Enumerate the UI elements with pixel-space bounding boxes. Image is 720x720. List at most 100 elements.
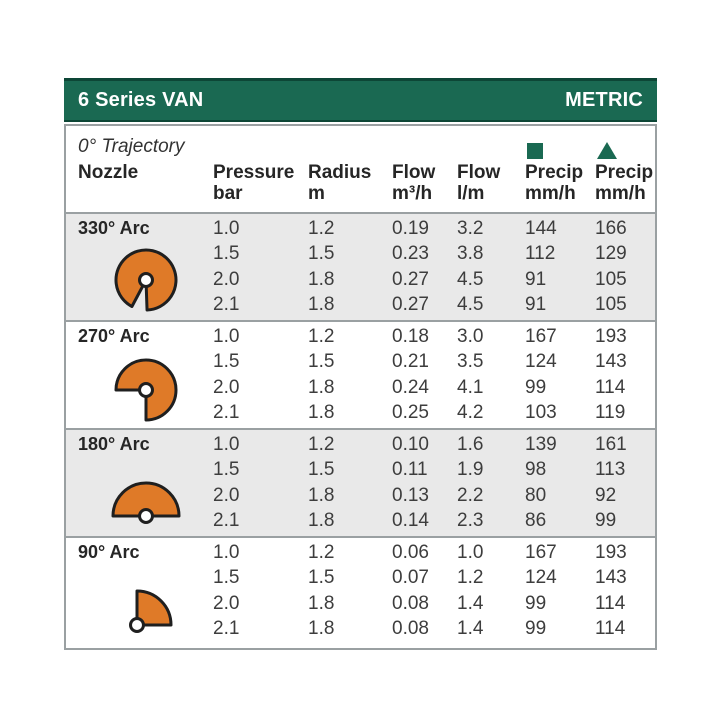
table-cell: 2.2 xyxy=(457,484,484,506)
table-cell: 1.5 xyxy=(308,459,335,481)
table-cell: 114 xyxy=(595,592,626,614)
table-cell: 1.5 xyxy=(213,351,240,373)
nozzle-arc-270-icon xyxy=(78,350,213,427)
table-cell: 0.06 xyxy=(392,541,429,563)
table-cell: 105 xyxy=(595,294,627,316)
table-cell: 2.1 xyxy=(213,294,240,316)
table-cell: 103 xyxy=(525,402,557,424)
trajectory-label: 0° Trajectory xyxy=(78,136,185,157)
table-body: 0° Trajectory Nozzle Pressure bar Radius… xyxy=(64,124,657,650)
table-cell: 2.1 xyxy=(213,510,240,532)
square-legend-icon xyxy=(527,143,543,159)
table-cell: 3.8 xyxy=(457,243,484,265)
table-cell: 1.0 xyxy=(213,217,240,239)
table-cell: 2.0 xyxy=(213,268,240,290)
table-cell: 2.0 xyxy=(213,376,240,398)
table-cell: 1.4 xyxy=(457,618,484,640)
table-cell: 0.27 xyxy=(392,268,429,290)
table-cell: 1.0 xyxy=(213,325,240,347)
table-cell: 2.3 xyxy=(457,510,484,532)
nozzle-group-330: 330° Arc 1.0 1.2 0.19 3.2 144 166 1.5 1.5 0.23 3.8… xyxy=(66,212,655,320)
table-cell: 144 xyxy=(525,217,557,239)
nozzle-group-90: 90° Arc 1.0 1.2 0.06 1.0 167 193 1.5 1.5 0.07 1.2 1… xyxy=(66,536,655,644)
table-cell: 1.8 xyxy=(308,268,335,290)
table-cell: 1.2 xyxy=(308,433,335,455)
table-cell: 2.0 xyxy=(213,484,240,506)
table-cell: 1.2 xyxy=(308,541,335,563)
unit-system-label: METRIC xyxy=(565,89,643,111)
table-cell: 1.8 xyxy=(308,592,335,614)
table-cell: 0.18 xyxy=(392,325,429,347)
table-cell: 124 xyxy=(525,351,557,373)
table-cell: 0.14 xyxy=(392,510,429,532)
table-cell: 167 xyxy=(525,325,557,347)
column-header-radius: Radius m xyxy=(308,162,372,204)
table-cell: 113 xyxy=(595,459,626,481)
table-cell: 193 xyxy=(595,541,627,563)
table-cell: 0.11 xyxy=(392,459,428,481)
arc-label: 180° Arc xyxy=(78,434,150,455)
table-cell: 1.5 xyxy=(308,351,335,373)
table-cell: 105 xyxy=(595,268,627,290)
spec-sheet-table: 6 Series VAN METRIC 0° Trajectory Nozzle… xyxy=(64,78,657,650)
table-cell: 0.27 xyxy=(392,294,429,316)
nozzle-arc-180-icon xyxy=(78,458,213,535)
table-cell: 1.4 xyxy=(457,592,484,614)
table-cell: 1.5 xyxy=(213,567,240,589)
table-groups: 330° Arc 1.0 1.2 0.19 3.2 144 166 1.5 1.5 0.23 3.8… xyxy=(66,212,655,644)
table-cell: 3.2 xyxy=(457,217,484,239)
table-cell: 1.8 xyxy=(308,618,335,640)
table-cell: 92 xyxy=(595,484,617,506)
table-cell: 0.19 xyxy=(392,217,429,239)
table-cell: 112 xyxy=(525,243,556,265)
table-cell: 1.0 xyxy=(457,541,484,563)
table-cell: 0.08 xyxy=(392,592,429,614)
column-header-precip-square: Precip mm/h xyxy=(525,135,595,204)
table-cell: 0.13 xyxy=(392,484,429,506)
table-cell: 98 xyxy=(525,459,547,481)
table-cell: 0.10 xyxy=(392,433,429,455)
table-cell: 0.24 xyxy=(392,376,429,398)
table-cell: 143 xyxy=(595,567,627,589)
table-cell: 3.0 xyxy=(457,325,484,347)
table-cell: 0.25 xyxy=(392,402,429,424)
nozzle-group-270: 270° Arc 1.0 1.2 0.18 3.0 167 193 1.5 1.5 0.21 3.5… xyxy=(66,320,655,428)
table-cell: 1.8 xyxy=(308,510,335,532)
table-cell: 1.0 xyxy=(213,541,240,563)
table-cell: 4.2 xyxy=(457,402,484,424)
column-header-precip-triangle: Precip mm/h xyxy=(595,135,655,204)
table-cell: 2.1 xyxy=(213,618,240,640)
table-cell: 0.08 xyxy=(392,618,429,640)
table-cell: 99 xyxy=(595,510,617,532)
table-cell: 1.5 xyxy=(213,459,240,481)
column-header-nozzle: 0° Trajectory Nozzle xyxy=(78,135,213,204)
page-title: 6 Series VAN xyxy=(78,89,204,111)
table-cell: 193 xyxy=(595,325,627,347)
table-cell: 4.1 xyxy=(457,376,484,398)
table-cell: 1.6 xyxy=(457,433,484,455)
table-cell: 124 xyxy=(525,567,557,589)
table-header-row: 0° Trajectory Nozzle Pressure bar Radius… xyxy=(66,126,655,212)
table-cell: 1.8 xyxy=(308,294,335,316)
table-cell: 143 xyxy=(595,351,627,373)
table-cell: 2.1 xyxy=(213,402,240,424)
table-cell: 91 xyxy=(525,294,547,316)
table-cell: 1.5 xyxy=(308,243,335,265)
table-cell: 1.5 xyxy=(213,243,240,265)
table-title-bar: 6 Series VAN METRIC xyxy=(64,78,657,122)
nozzle-arc-330-icon xyxy=(78,242,213,319)
table-cell: 161 xyxy=(595,433,627,455)
table-cell: 0.07 xyxy=(392,567,429,589)
table-cell: 1.2 xyxy=(308,325,335,347)
column-header-pressure: Pressure bar xyxy=(213,162,295,204)
table-cell: 4.5 xyxy=(457,294,484,316)
arc-label: 330° Arc xyxy=(78,218,150,239)
table-cell: 1.8 xyxy=(308,376,335,398)
table-cell: 1.8 xyxy=(308,484,335,506)
column-header-flow-m3h: Flow m³/h xyxy=(392,162,436,204)
table-cell: 99 xyxy=(525,376,547,398)
table-cell: 1.2 xyxy=(457,567,484,589)
nozzle-arc-90-icon xyxy=(78,566,213,643)
table-cell: 4.5 xyxy=(457,268,484,290)
table-cell: 3.5 xyxy=(457,351,484,373)
